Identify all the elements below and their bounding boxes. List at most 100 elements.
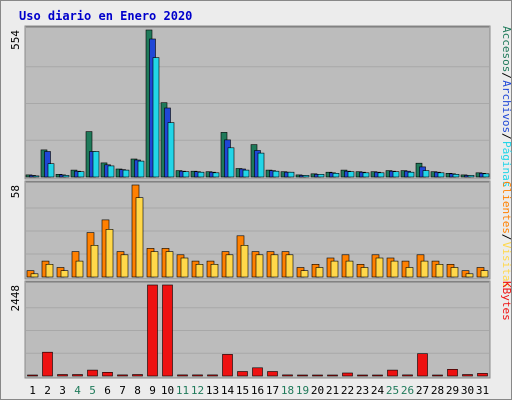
day-label-24: 24 [371, 384, 385, 397]
bar-visitas-day-17 [270, 254, 279, 278]
bar-kbytes-day-30 [462, 374, 473, 377]
bar-visitas-day-6 [105, 229, 114, 278]
bar-kbytes-day-10 [162, 284, 173, 377]
bar-visitas-day-27 [420, 260, 429, 278]
bar-kbytes-day-25 [387, 369, 398, 377]
day-label-4: 4 [74, 384, 81, 397]
right-label-páginas: Páginas [500, 141, 512, 187]
bar-páginas-day-27 [422, 170, 430, 178]
day-label-29: 29 [446, 384, 459, 397]
bar-páginas-day-23 [362, 172, 370, 178]
bar-páginas-day-10 [167, 122, 175, 178]
day-label-31: 31 [476, 384, 489, 397]
bar-páginas-day-31 [482, 173, 490, 178]
bar-kbytes-day-14 [222, 354, 233, 377]
bar-páginas-day-29 [452, 174, 460, 178]
bar-visitas-day-28 [435, 263, 444, 278]
bar-páginas-day-14 [227, 147, 235, 178]
bar-páginas-day-20 [317, 174, 325, 178]
bar-kbytes-day-6 [102, 371, 113, 377]
bar-kbytes-day-23 [357, 374, 368, 377]
day-label-30: 30 [461, 384, 474, 397]
right-label-kbytes: KBytes [500, 281, 512, 321]
bar-páginas-day-6 [107, 165, 115, 178]
bar-kbytes-day-8 [132, 374, 143, 377]
bar-páginas-day-24 [377, 172, 385, 178]
bar-kbytes-day-21 [327, 374, 338, 377]
bar-visitas-day-7 [120, 254, 129, 278]
bar-páginas-day-16 [257, 152, 265, 178]
bar-visitas-day-3 [60, 270, 69, 278]
chart-title: Uso diario en Enero 2020 [19, 9, 192, 23]
bar-visitas-day-16 [255, 254, 264, 278]
right-label-separator: / [500, 72, 512, 79]
day-label-2: 2 [44, 384, 51, 397]
bar-visitas-day-13 [210, 263, 219, 278]
bar-visitas-day-22 [345, 260, 354, 278]
bar-kbytes-day-9 [147, 284, 158, 377]
panel-bottom-max-label: 2448 [9, 285, 22, 312]
right-label-archivos: Archivos [500, 80, 512, 133]
day-label-13: 13 [206, 384, 219, 397]
bar-kbytes-day-3 [57, 374, 68, 377]
day-label-14: 14 [221, 384, 235, 397]
bar-visitas-day-1 [30, 273, 39, 278]
day-label-21: 21 [326, 384, 339, 397]
bar-visitas-day-9 [150, 251, 159, 278]
bar-kbytes-day-1 [27, 374, 38, 377]
day-label-8: 8 [134, 384, 141, 397]
bar-visitas-day-19 [300, 270, 309, 278]
bar-visitas-day-15 [240, 245, 249, 278]
day-label-22: 22 [341, 384, 354, 397]
bar-visitas-day-14 [225, 254, 234, 278]
bar-kbytes-day-31 [477, 373, 488, 377]
bar-kbytes-day-4 [72, 374, 83, 377]
bar-páginas-day-22 [347, 171, 355, 178]
bar-kbytes-day-13 [207, 374, 218, 377]
bar-visitas-day-8 [135, 197, 144, 278]
bar-páginas-day-17 [272, 170, 280, 178]
bar-kbytes-day-29 [447, 368, 458, 377]
panel-bottom [24, 280, 491, 379]
day-label-26: 26 [401, 384, 414, 397]
right-label-clientes: Clientes [500, 181, 512, 234]
bar-páginas-day-3 [62, 175, 70, 178]
day-label-18: 18 [281, 384, 294, 397]
day-label-27: 27 [416, 384, 429, 397]
bar-kbytes-day-18 [282, 374, 293, 377]
bar-páginas-day-28 [437, 172, 445, 178]
day-label-5: 5 [89, 384, 96, 397]
right-label-visitas: Visitas [500, 242, 512, 288]
bar-páginas-day-8 [137, 160, 145, 178]
day-label-12: 12 [191, 384, 204, 397]
bar-visitas-day-2 [45, 263, 54, 278]
day-label-11: 11 [176, 384, 189, 397]
day-label-15: 15 [236, 384, 249, 397]
bar-páginas-day-9 [152, 57, 160, 178]
day-label-23: 23 [356, 384, 369, 397]
bar-kbytes-day-16 [252, 367, 263, 377]
bar-visitas-day-29 [450, 267, 459, 278]
day-label-17: 17 [266, 384, 279, 397]
bar-visitas-day-25 [390, 260, 399, 278]
bar-kbytes-day-22 [342, 372, 353, 377]
bar-kbytes-day-19 [297, 374, 308, 377]
panel-top-max-label: 554 [9, 30, 22, 50]
bar-kbytes-day-27 [417, 353, 428, 377]
bar-visitas-day-4 [75, 260, 84, 278]
day-label-7: 7 [119, 384, 126, 397]
day-label-25: 25 [386, 384, 399, 397]
day-label-6: 6 [104, 384, 111, 397]
bar-kbytes-day-24 [372, 374, 383, 377]
bar-páginas-day-11 [182, 171, 190, 178]
right-label-separator: / [500, 133, 512, 140]
bar-visitas-day-26 [405, 267, 414, 278]
bar-kbytes-day-11 [177, 374, 188, 377]
day-label-20: 20 [311, 384, 324, 397]
bar-páginas-day-25 [392, 171, 400, 178]
bar-páginas-day-13 [212, 172, 220, 178]
bar-visitas-day-21 [330, 260, 339, 278]
bar-páginas-day-2 [47, 163, 55, 178]
bar-páginas-day-15 [242, 169, 250, 178]
